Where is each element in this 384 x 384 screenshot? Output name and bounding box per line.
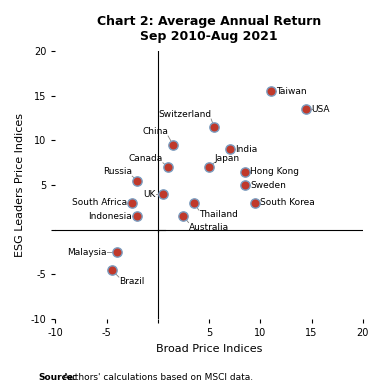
X-axis label: Broad Price Indices: Broad Price Indices [156,344,262,354]
Text: Switzerland: Switzerland [158,110,211,119]
Point [303,106,310,112]
Point [211,124,217,130]
Point [227,146,233,152]
Point [206,164,212,170]
Point [268,88,274,94]
Text: Taiwan: Taiwan [276,87,306,96]
Point [134,213,141,219]
Text: Thailand: Thailand [199,210,238,219]
Point [165,164,171,170]
Text: India: India [235,145,257,154]
Point [180,213,187,219]
Point [129,200,135,206]
Point [114,249,120,255]
Point [109,267,115,273]
Text: Russia: Russia [103,167,132,176]
Point [190,200,197,206]
Text: Brazil: Brazil [119,277,144,286]
Text: Japan: Japan [214,154,239,163]
Text: USA: USA [311,105,330,114]
Text: South Africa: South Africa [72,199,127,207]
Point [252,200,258,206]
Text: UK: UK [143,190,156,199]
Text: Sweden: Sweden [250,180,286,190]
Text: Hong Kong: Hong Kong [250,167,299,176]
Text: Indonesia: Indonesia [88,212,132,221]
Text: China: China [142,127,168,136]
Point [242,169,248,175]
Point [160,191,166,197]
Text: Authors' calculations based on MSCI data.: Authors' calculations based on MSCI data… [60,373,253,382]
Text: Source:: Source: [38,373,77,382]
Text: Canada: Canada [129,154,163,163]
Y-axis label: ESG Leaders Price Indices: ESG Leaders Price Indices [15,113,25,257]
Point [134,177,141,184]
Text: South Korea: South Korea [260,199,315,207]
Point [170,142,176,148]
Text: Malaysia: Malaysia [67,248,107,257]
Point [242,182,248,188]
Title: Chart 2: Average Annual Return
Sep 2010-Aug 2021: Chart 2: Average Annual Return Sep 2010-… [97,15,321,43]
Text: Australia: Australia [189,223,229,232]
